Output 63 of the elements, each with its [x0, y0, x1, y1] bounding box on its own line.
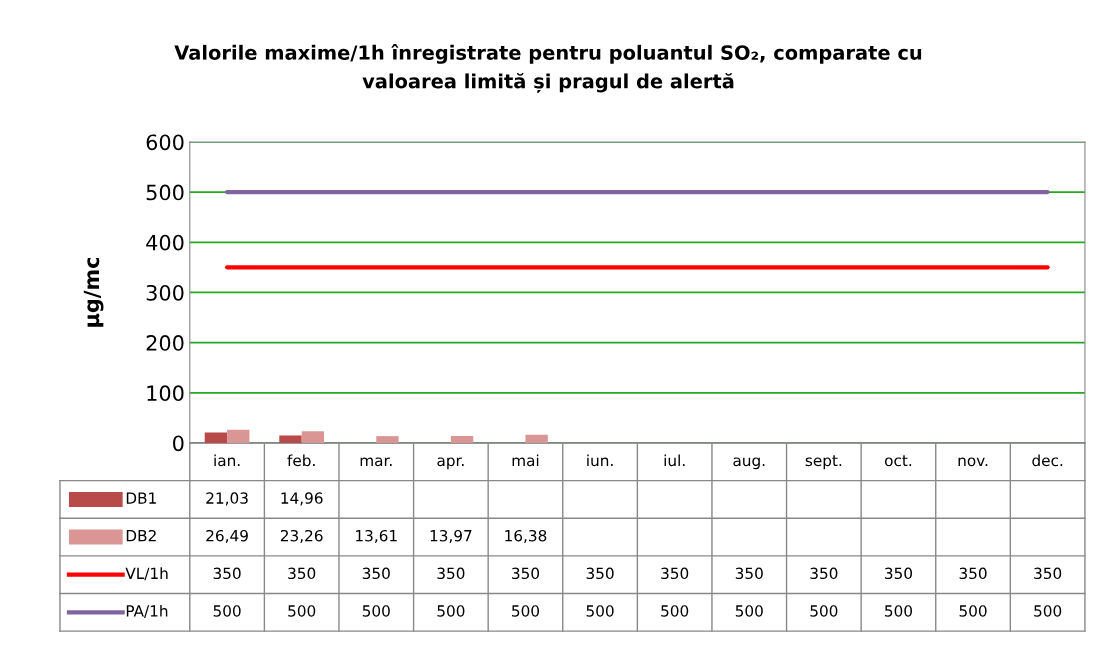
- data-label: 14,96: [281, 492, 323, 506]
- data-label: 500: [810, 605, 838, 617]
- x-tick-label: mai: [512, 454, 539, 467]
- data-label: 350: [288, 567, 316, 580]
- data-label: 500: [288, 605, 316, 617]
- data-label: 500: [959, 605, 987, 617]
- y-tick-label: 100: [147, 385, 184, 402]
- data-label: 500: [885, 605, 913, 617]
- data-label: 21,03: [206, 492, 248, 506]
- data-label: 500: [586, 605, 614, 617]
- chart-title: Valorile maxime/1h înregistrate pentru poluantul SO₂, comparate cu valoarea limită și pragul de alertă: [174, 44, 922, 93]
- data-label: 350: [437, 567, 465, 580]
- data-label: 350: [512, 567, 540, 580]
- data-label: 500: [213, 605, 241, 617]
- x-tick-label: ian.: [214, 454, 240, 467]
- y-axis-title: µg/mc: [83, 257, 104, 327]
- y-tick-label: 0: [173, 435, 184, 452]
- bar: [525, 434, 548, 443]
- data-label: 350: [959, 567, 987, 580]
- x-tick-label: mar.: [360, 457, 392, 467]
- x-tick-label: aug.: [733, 457, 765, 470]
- bar: [376, 436, 399, 443]
- data-label: 13,61: [356, 529, 397, 544]
- data-label: 350: [213, 567, 241, 580]
- x-tick-label: iun.: [587, 454, 613, 467]
- data-label: 500: [512, 605, 540, 617]
- x-tick-label: dec.: [1032, 454, 1063, 467]
- data-label: 350: [735, 567, 763, 580]
- bar: [450, 435, 474, 443]
- data-label: 350: [810, 567, 838, 580]
- bar: [301, 431, 325, 443]
- data-label: 350: [1034, 567, 1062, 580]
- x-tick-label: sept.: [805, 455, 842, 470]
- data-label: 500: [362, 605, 390, 617]
- legend-label: DB1: [126, 492, 156, 504]
- data-label: 13,97: [430, 529, 472, 544]
- data-label: 26,49: [206, 529, 248, 544]
- bar: [279, 435, 302, 443]
- x-tick-label: oct.: [884, 455, 912, 467]
- x-tick-label: apr.: [437, 457, 464, 470]
- y-tick-label: 200: [146, 335, 184, 351]
- y-tick-label: 600: [146, 134, 184, 151]
- bar: [204, 432, 228, 443]
- data-label: 350: [586, 567, 614, 580]
- data-label: 500: [735, 605, 763, 617]
- legend-label: DB2: [126, 529, 156, 542]
- data-label: 16,38: [505, 529, 547, 544]
- legend-label: VL/1h: [125, 567, 168, 581]
- x-tick-label: feb.: [287, 454, 315, 467]
- x-tick-label: nov.: [958, 457, 988, 467]
- legend-label: PA/1h: [126, 604, 168, 618]
- data-label: 350: [661, 567, 689, 580]
- data-label: 23,26: [280, 529, 323, 544]
- bar: [227, 429, 250, 443]
- data-label: 500: [661, 605, 689, 617]
- y-tick-label: 400: [146, 234, 184, 251]
- data-label: 350: [362, 567, 390, 580]
- data-label: 500: [437, 605, 465, 617]
- y-tick-label: 500: [146, 184, 184, 201]
- data-label: 350: [885, 567, 913, 580]
- x-tick-label: iul.: [664, 454, 685, 467]
- data-label: 500: [1034, 605, 1062, 617]
- y-tick-label: 300: [146, 284, 184, 301]
